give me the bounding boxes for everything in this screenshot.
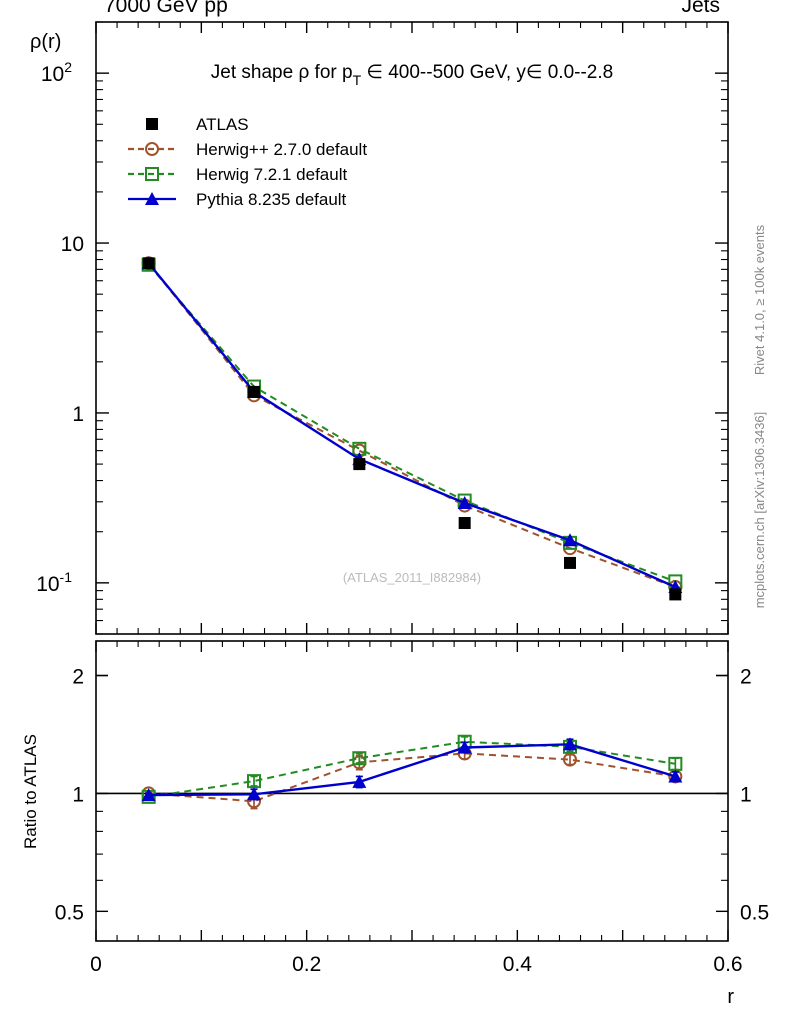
header-left-text: 7000 GeV pp <box>104 0 228 17</box>
x-tick-label: 0.2 <box>292 953 321 976</box>
dataset-watermark: (ATLAS_2011_I882984) <box>343 570 481 585</box>
main-y-tick-text: 102 <box>41 59 72 86</box>
ratio-series-pythia-8-235-default <box>141 737 683 802</box>
main-y-tick-exponent: 2 <box>64 59 72 75</box>
x-axis-label: r <box>727 986 734 1008</box>
data-point <box>248 385 260 398</box>
ratio-y-tick-label-right: 0.5 <box>740 901 769 924</box>
x-tick-label: 0.6 <box>713 953 742 976</box>
x-axis: 0 0.2 0.4 0.6 r <box>90 953 742 1008</box>
data-point <box>457 496 472 510</box>
series-line <box>147 264 676 583</box>
ratio-series <box>141 734 683 810</box>
chart-title: Jet shape ρ for pT ∈ 400--500 GeV, y∈ 0.… <box>211 62 613 88</box>
main-y-tick-label: 10-1 <box>36 569 72 596</box>
data-point <box>142 257 155 270</box>
series-herwig-7-2-1-default <box>141 257 683 589</box>
main-panel-frame <box>95 21 729 635</box>
legend-label: Herwig 7.2.1 default <box>196 165 347 184</box>
main-y-tick-label: 1 <box>72 403 84 426</box>
series-line <box>147 262 676 589</box>
legend-label: Pythia 8.235 default <box>196 190 347 209</box>
chart-title-text: Jet shape ρ for pT ∈ 400--500 GeV, y∈ 0.… <box>211 62 613 88</box>
data-point <box>458 517 471 530</box>
data-point <box>563 533 577 547</box>
ratio-series-herwig-2-7-0-default <box>141 746 683 810</box>
main-x-ticks <box>95 22 729 634</box>
series-herwig-2-7-0-default <box>141 256 683 595</box>
ratio-y-axis-label: Ratio to ATLAS <box>21 734 40 849</box>
ratio-series-line <box>148 743 676 797</box>
main-y-ticks <box>96 21 728 635</box>
ratio-data-point <box>247 787 261 801</box>
main-y-axis-label: ρ(r) <box>30 31 61 53</box>
legend-label: ATLAS <box>196 115 249 134</box>
ratio-y-tick-label-left: 2 <box>72 666 84 689</box>
main-y-tick-text: 10-1 <box>36 569 72 596</box>
legend-marker <box>146 118 158 130</box>
legend-item-2: Herwig 7.2.1 default <box>128 165 347 184</box>
legend-marker <box>145 167 159 181</box>
main-series <box>141 256 683 601</box>
ratio-y-tick-label-right: 2 <box>740 666 752 689</box>
ratio-data-point <box>563 737 577 751</box>
ratio-data-point <box>141 788 156 802</box>
x-tick-label: 0.4 <box>503 953 533 976</box>
mcplots-credit-text: mcplots.cern.ch [arXiv:1306.3436] <box>752 412 767 609</box>
x-tick-label: 0 <box>90 953 102 976</box>
data-point <box>353 458 366 471</box>
ratio-x-ticks <box>95 641 729 941</box>
chart-header: 7000 GeV pp Jets <box>104 0 720 17</box>
ratio-series-line <box>148 740 676 798</box>
rivet-version-text: Rivet 4.1.0, ≥ 100k events <box>752 224 767 375</box>
ratio-data-point <box>668 769 683 783</box>
legend-item-3: Pythia 8.235 default <box>128 190 347 209</box>
ratio-data-point <box>457 740 472 754</box>
ratio-data-point <box>247 774 261 789</box>
main-panel: 102 10 1 10-1 ρ(r) Jet shape ρ for pT ∈ 400--… <box>30 21 729 635</box>
ratio-y-tick-label-right: 1 <box>740 783 752 806</box>
legend-marker <box>145 142 159 156</box>
ratio-panel: 2 2 1 1 0.5 0.5 Ratio to ATLAS <box>21 640 769 942</box>
ratio-data-point <box>352 751 367 766</box>
legend-item-0: ATLAS <box>146 115 249 134</box>
ratio-y-tick-label-left: 1 <box>72 783 84 806</box>
ratio-data-point <box>352 774 367 788</box>
legend-marker <box>145 192 159 205</box>
main-y-tick-text: 1 <box>72 403 84 426</box>
ratio-y-tick-label-left: 0.5 <box>55 901 84 924</box>
chart-legend: ATLAS Herwig++ 2.7.0 default Herwig 7.2.1 … <box>128 115 367 209</box>
series-pythia-8-235-default <box>141 256 683 594</box>
data-point <box>564 556 576 569</box>
side-annotations: Rivet 4.1.0, ≥ 100k events mcplots.cern.c… <box>752 224 767 608</box>
legend-label: Herwig++ 2.7.0 default <box>196 140 367 159</box>
series-line <box>147 262 676 588</box>
series-atlas <box>142 257 682 601</box>
data-point <box>669 588 682 601</box>
ratio-series-line <box>148 752 676 803</box>
legend-item-1: Herwig++ 2.7.0 default <box>128 140 367 159</box>
header-right-text: Jets <box>681 0 720 17</box>
main-y-tick-text: 10 <box>61 233 84 256</box>
main-y-tick-exponent: -1 <box>60 569 73 585</box>
main-y-tick-label: 10 <box>61 233 84 256</box>
main-y-tick-label: 102 <box>41 59 72 86</box>
